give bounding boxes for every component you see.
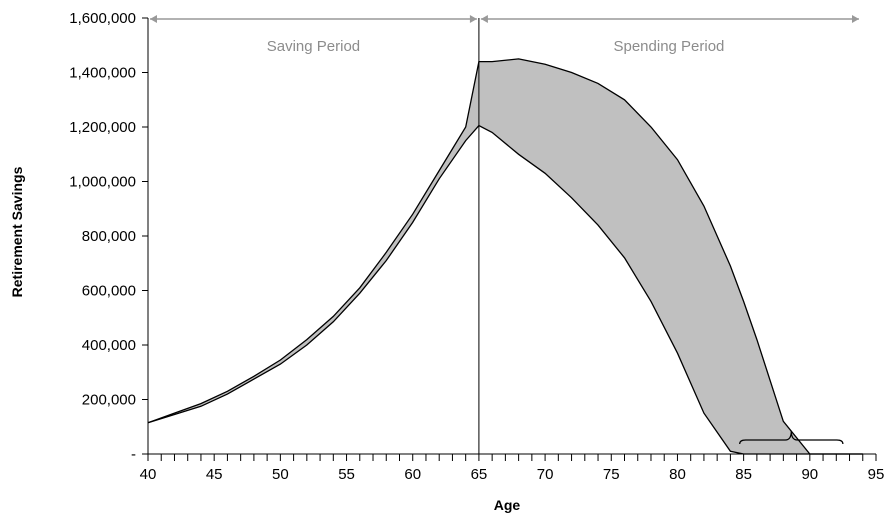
x-tick-label: 80 [669, 466, 686, 483]
x-tick-label: 75 [603, 466, 620, 483]
upper-bound-line [147, 58, 863, 455]
saving-period-label: Saving Period [267, 38, 360, 55]
x-tick-label: 85 [735, 466, 752, 483]
y-tick-label: 400,000 [82, 337, 136, 354]
saving-period-arrow-head-left [150, 15, 157, 23]
y-tick-label: 800,000 [82, 228, 136, 245]
x-tick-label: 45 [206, 466, 223, 483]
spending-period-arrow [480, 15, 859, 23]
saving-period-arrow-head-right [469, 15, 477, 23]
depletion-age-range-bracket [739, 430, 844, 445]
y-tick-label: 1,000,000 [69, 174, 136, 191]
savings-range-band-layer [147, 58, 863, 455]
saving-period-arrow [150, 15, 477, 23]
savings-range-band [148, 58, 863, 455]
annotation-layer: Saving Period Spending Period [150, 15, 859, 454]
y-tick-label: 1,400,000 [69, 65, 136, 82]
spending-period-arrow-head-right [852, 15, 859, 23]
x-tick-label: 90 [801, 466, 818, 483]
x-axis-title: Age [494, 497, 521, 513]
y-tick-label: 600,000 [82, 283, 136, 300]
x-tick-label: 65 [471, 466, 488, 483]
x-tick-label: 55 [338, 466, 355, 483]
x-tick-label: 70 [537, 466, 554, 483]
y-tick-label: 200,000 [82, 392, 136, 409]
x-tick-label: 95 [868, 466, 885, 483]
y-tick-label: - [131, 446, 136, 463]
y-axis-title: Retirement Savings [9, 166, 25, 297]
x-tick-label: 60 [404, 466, 421, 483]
spending-period-label: Spending Period [613, 38, 724, 55]
y-tick-label: 1,600,000 [69, 10, 136, 27]
axes-layer: - 200,000 400,000 600,000 800,000 1,000,000 1,… [69, 10, 884, 483]
y-tick-label: 1,200,000 [69, 119, 136, 136]
x-tick-label: 40 [140, 466, 157, 483]
spending-period-arrow-head-left [480, 15, 488, 23]
x-tick-label: 50 [272, 466, 289, 483]
